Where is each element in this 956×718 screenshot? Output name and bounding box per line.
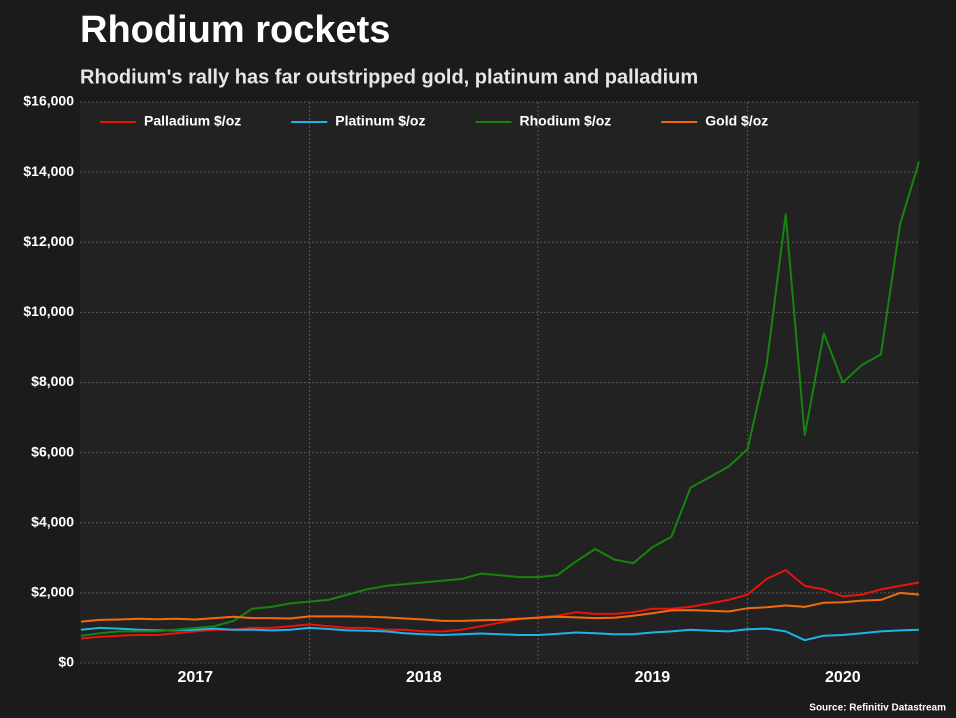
- y-tick-label: $16,000: [23, 93, 74, 109]
- x-tick-label: 2020: [825, 669, 861, 686]
- source-note: Source: Refinitiv Datastream: [809, 703, 946, 714]
- series-line: [80, 591, 920, 623]
- legend-label: Palladium $/oz: [144, 113, 241, 129]
- chart-subtitle: Rhodium's rally has far outstripped gold…: [80, 66, 698, 88]
- y-tick-label: $10,000: [23, 303, 74, 319]
- y-tick-label: $8,000: [31, 373, 74, 389]
- series-line: [80, 626, 920, 642]
- y-tick-label: $6,000: [31, 443, 74, 459]
- chart-title: Rhodium rockets: [80, 9, 390, 51]
- y-tick-label: $0: [58, 654, 74, 670]
- x-tick-label: 2019: [635, 669, 671, 686]
- y-tick-label: $4,000: [31, 513, 74, 529]
- y-tick-label: $14,000: [23, 163, 74, 179]
- legend-label: Gold $/oz: [705, 113, 768, 129]
- legend-label: Platinum $/oz: [335, 113, 425, 129]
- x-tick-label: 2018: [406, 669, 442, 686]
- series-line: [80, 161, 920, 637]
- x-tick-label: 2017: [177, 669, 213, 686]
- y-tick-label: $12,000: [23, 233, 74, 249]
- plot-area: [80, 102, 919, 663]
- legend-label: Rhodium $/oz: [519, 113, 611, 129]
- y-tick-label: $2,000: [31, 584, 74, 600]
